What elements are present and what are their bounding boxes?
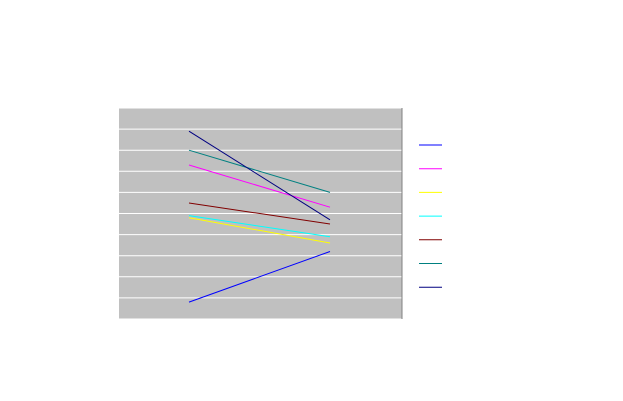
series-line-4 — [188, 215, 331, 238]
series-line-1 — [188, 251, 331, 303]
series-group — [188, 130, 331, 303]
series-line-3 — [188, 217, 331, 244]
series-line-7 — [188, 130, 331, 221]
series-line-6 — [188, 149, 331, 193]
series-line-2 — [188, 164, 331, 208]
series-line-5 — [188, 202, 331, 225]
legend — [419, 144, 442, 288]
